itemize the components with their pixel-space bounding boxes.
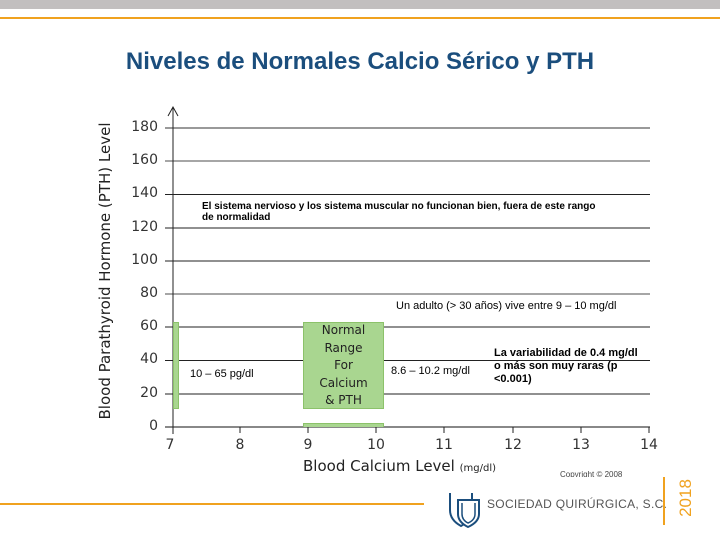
box-label-line: Normal (321, 323, 366, 337)
annotation-pth-range: 10 – 65 pg/dl (190, 368, 254, 380)
y-tick: 120 (131, 219, 158, 235)
y-tick: 160 (131, 152, 158, 168)
normal-range-box (303, 322, 384, 409)
x-tick: 7 (165, 437, 175, 453)
x-axis-label: Blood Calcium Level (mg/dl) (303, 457, 496, 475)
copyright-text: Copyright © 2008 (560, 470, 623, 477)
annotation-line: de normalidad (202, 212, 271, 223)
x-tick: 12 (504, 437, 522, 453)
y-tick: 80 (140, 285, 158, 301)
pth-range-bar (173, 322, 179, 409)
shield-logo-icon (449, 493, 480, 528)
annotation-adult: Un adulto (> 30 años) vive entre 9 – 10 … (396, 300, 617, 312)
y-tick: 180 (131, 119, 158, 135)
y-axis-label: Blood Parathyroid Hormone (PTH) Level (96, 122, 114, 420)
y-tick: 60 (140, 318, 158, 334)
annotation-line: La variabilidad de 0.4 mg/dl (494, 347, 638, 359)
calcium-range-base-bar (303, 423, 384, 427)
box-label-line: Range (324, 340, 363, 355)
box-label-line: Calcium (319, 375, 368, 390)
x-axis-label-unit: (mg/dl) (459, 463, 496, 474)
annotation-line: El sistema nervioso y los sistema muscul… (202, 201, 596, 212)
y-tick: 20 (140, 385, 158, 401)
box-label-line: & PTH (325, 393, 362, 407)
box-label-line: For (334, 358, 353, 372)
x-tick: 11 (435, 437, 453, 453)
y-tick: 0 (149, 418, 158, 434)
normal-range-label: Normal Range For Calcium & PTH (303, 322, 384, 410)
x-tick: 9 (303, 437, 313, 453)
bottom-orange-line (0, 503, 424, 505)
top-gray-bar (0, 0, 720, 9)
year-label: 2018 (676, 479, 695, 517)
slide-title: Niveles de Normales Calcio Sérico y PTH (125, 48, 595, 75)
top-orange-line (0, 17, 720, 19)
annotation-line: <0.001) (494, 373, 532, 385)
x-axis-label-main: Blood Calcium Level (303, 457, 460, 475)
y-tick: 140 (131, 185, 158, 201)
y-tick: 40 (140, 351, 158, 367)
annotation-nervous-system: El sistema nervioso y los sistema muscul… (202, 201, 595, 223)
x-tick: 10 (367, 437, 385, 453)
x-tick: 8 (235, 437, 245, 453)
annotation-calcium-range: 8.6 – 10.2 mg/dl (391, 365, 470, 377)
company-name: SOCIEDAD QUIRÚRGICA, S.C. (487, 497, 668, 511)
y-tick: 100 (131, 252, 158, 268)
x-tick: 14 (640, 437, 658, 453)
annotation-variability: La variabilidad de 0.4 mg/dl o más son m… (494, 347, 638, 386)
x-tick: 13 (572, 437, 590, 453)
footer-divider (663, 477, 665, 525)
annotation-line: o más son muy raras (p (494, 360, 618, 372)
